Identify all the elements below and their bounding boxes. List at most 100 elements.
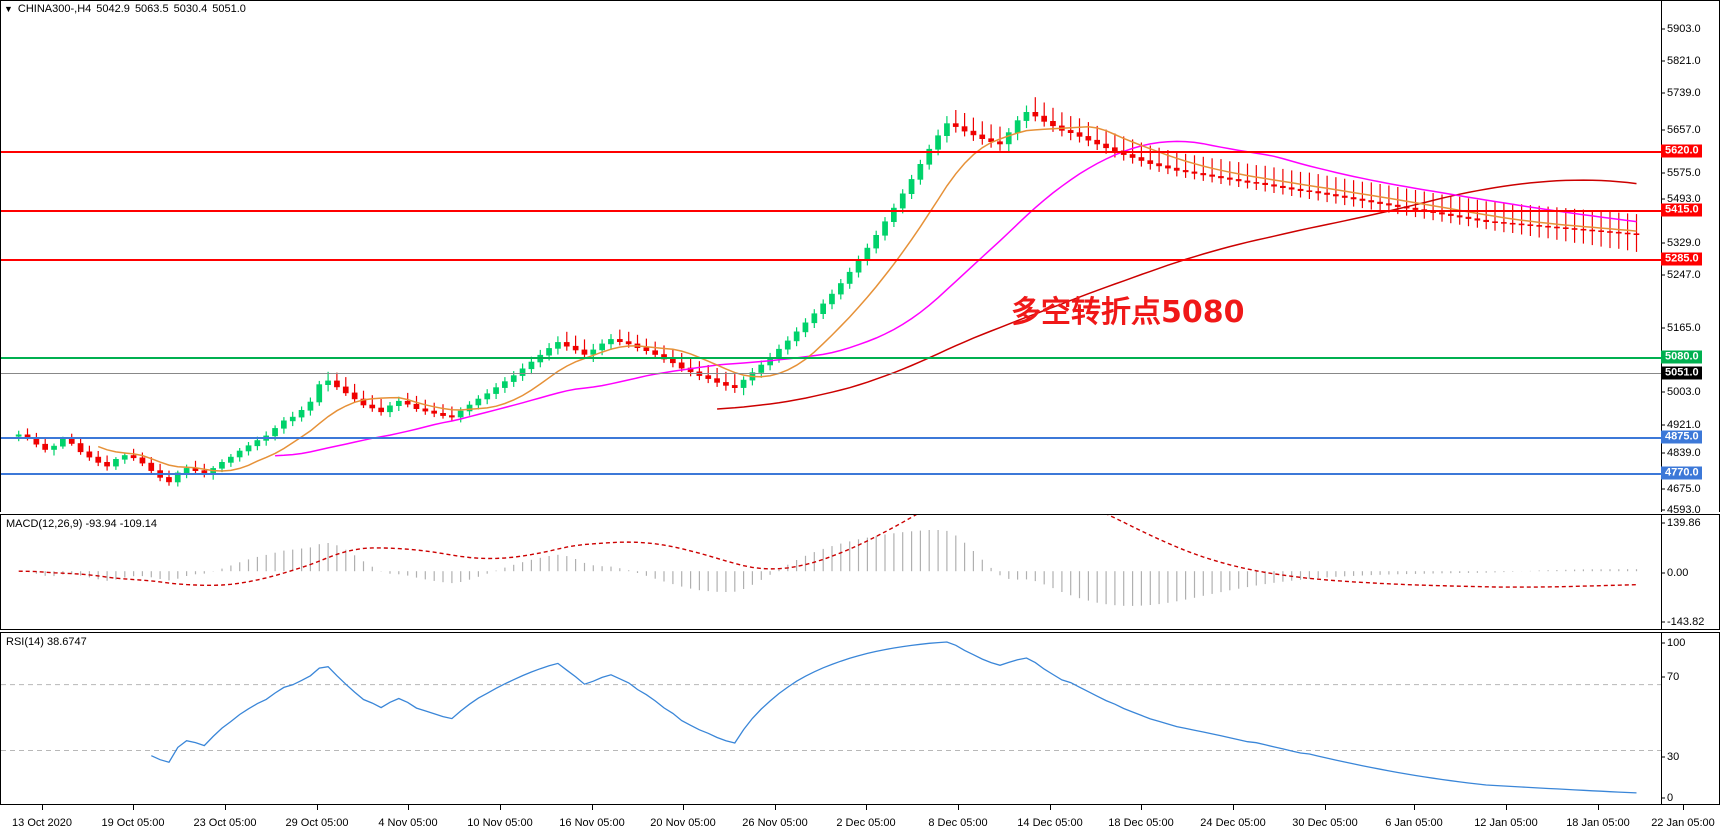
rsi-panel: RSI(14) 38.6747 100 70 30 0 (0, 632, 1720, 804)
price-level-tag-pivot[interactable]: 5080.0 (1661, 350, 1702, 364)
quote-open: 5042.9 (96, 3, 130, 15)
time-tick (866, 805, 867, 810)
price-tick (1662, 129, 1665, 131)
macd-tick-label: 0.00 (1667, 567, 1689, 579)
quote-high: 5063.5 (134, 3, 169, 15)
quote-close: 5051.0 (212, 3, 246, 15)
macd-plot-area[interactable] (1, 515, 1661, 629)
time-tick (683, 805, 684, 810)
symbol-label: CHINA300-,H4 (17, 3, 92, 15)
time-tick-label: 24 Dec 05:00 (1200, 817, 1266, 829)
time-tick (42, 805, 43, 810)
quote-low: 5030.4 (173, 3, 208, 15)
time-tick (1233, 805, 1234, 810)
rsi-tick (1662, 642, 1665, 644)
rsi-tick (1662, 797, 1665, 799)
time-tick (1141, 805, 1142, 810)
time-tick (1598, 805, 1599, 810)
time-tick-label: 14 Dec 05:00 (1017, 817, 1083, 829)
level-line-support[interactable] (1, 437, 1661, 439)
price-tick-label: 5575.0 (1667, 167, 1701, 179)
macd-series (18, 515, 1638, 606)
price-level-tag-last-price[interactable]: 5051.0 (1661, 366, 1702, 380)
price-tick (1662, 242, 1665, 244)
level-line-pivot[interactable] (1, 357, 1661, 359)
time-tick (775, 805, 776, 810)
price-tick (1662, 60, 1665, 62)
price-tick-label: 5657.0 (1667, 124, 1701, 136)
price-tick-label: 5247.0 (1667, 269, 1701, 281)
time-tick (225, 805, 226, 810)
macd-scale-axis: 139.86 0.00 -143.82 (1661, 515, 1719, 629)
price-tick-label: 5493.0 (1667, 193, 1701, 205)
rsi-tick-label: 100 (1667, 637, 1686, 649)
time-tick-label: 20 Nov 05:00 (650, 817, 716, 829)
level-line-support[interactable] (1, 473, 1661, 475)
price-tick (1662, 28, 1665, 30)
level-line-last-price[interactable] (1, 373, 1661, 374)
triangle-down-icon[interactable]: ▼ (4, 3, 13, 14)
time-tick (1506, 805, 1507, 810)
price-tick (1662, 274, 1665, 276)
rsi-tick (1662, 756, 1665, 758)
macd-tick-label: -143.82 (1667, 616, 1705, 628)
rsi-title: RSI(14) 38.6747 (6, 636, 87, 648)
price-tick (1662, 327, 1665, 329)
time-tick (1683, 805, 1684, 810)
rsi-series (1, 641, 1661, 794)
time-tick-label: 18 Dec 05:00 (1108, 817, 1174, 829)
price-tick-label: 4593.0 (1667, 504, 1701, 516)
price-level-tag-resistance[interactable]: 5620.0 (1661, 144, 1702, 158)
time-tick-label: 19 Oct 05:00 (101, 817, 165, 829)
macd-panel: MACD(12,26,9) -93.94 -109.14 139.86 0.00 -… (0, 514, 1720, 630)
time-tick-label: 18 Jan 05:00 (1566, 817, 1630, 829)
price-level-tag-support[interactable]: 4770.0 (1661, 466, 1702, 480)
price-panel: 多空转折点5080 5903.0 5821.0 5739.0 5657.0 5575.0… (0, 0, 1720, 516)
rsi-tick-label: 0 (1667, 792, 1674, 804)
price-tick (1662, 172, 1665, 174)
time-tick (958, 805, 959, 810)
price-tick (1662, 92, 1665, 94)
time-axis: 13 Oct 2020 19 Oct 05:00 23 Oct 05:00 29 Oc… (0, 804, 1720, 836)
time-tick (1414, 805, 1415, 810)
price-tick (1662, 424, 1665, 426)
time-tick-label: 10 Nov 05:00 (467, 817, 533, 829)
time-tick (1050, 805, 1051, 810)
price-tick-label: 5329.0 (1667, 237, 1701, 249)
level-line-resistance[interactable] (1, 210, 1661, 212)
time-tick (1325, 805, 1326, 810)
time-tick-label: 22 Jan 05:00 (1651, 817, 1715, 829)
macd-tick (1662, 572, 1665, 574)
price-tick (1662, 391, 1665, 393)
rsi-tick-label: 70 (1667, 671, 1680, 683)
time-tick-label: 8 Dec 05:00 (928, 817, 988, 829)
price-scale-axis[interactable]: 5903.0 5821.0 5739.0 5657.0 5575.0 5493.0 5329… (1661, 1, 1719, 516)
level-line-resistance[interactable] (1, 151, 1661, 153)
time-tick-label: 16 Nov 05:00 (559, 817, 625, 829)
level-line-resistance[interactable] (1, 259, 1661, 261)
price-level-tag-resistance[interactable]: 5415.0 (1661, 203, 1702, 217)
macd-tick-label: 139.86 (1667, 517, 1701, 529)
price-tick (1662, 509, 1665, 511)
rsi-plot-area[interactable] (1, 633, 1661, 804)
price-tick-label: 5903.0 (1667, 23, 1701, 35)
price-tick (1662, 488, 1665, 490)
macd-tick (1662, 621, 1665, 623)
time-tick (500, 805, 501, 810)
rsi-scale-axis: 100 70 30 0 (1661, 633, 1719, 804)
time-tick-label: 13 Oct 2020 (12, 817, 72, 829)
rsi-tick (1662, 676, 1665, 678)
time-tick-label: 12 Jan 05:00 (1474, 817, 1538, 829)
time-tick-label: 4 Nov 05:00 (378, 817, 438, 829)
price-plot-area[interactable]: 多空转折点5080 (1, 1, 1661, 512)
time-tick-label: 30 Dec 05:00 (1292, 817, 1358, 829)
symbol-quote-bar: ▼ CHINA300-,H4 5042.9 5063.5 5030.4 5051… (4, 2, 246, 16)
time-tick-label: 23 Oct 05:00 (193, 817, 257, 829)
price-level-tag-support[interactable]: 4875.0 (1661, 430, 1702, 444)
chart-annotation-text: 多空转折点5080 (1011, 295, 1245, 330)
price-tick-label: 5003.0 (1667, 386, 1701, 398)
price-tick-label: 5821.0 (1667, 55, 1701, 67)
price-level-tag-resistance[interactable]: 5285.0 (1661, 252, 1702, 266)
time-tick (317, 805, 318, 810)
time-tick (133, 805, 134, 810)
